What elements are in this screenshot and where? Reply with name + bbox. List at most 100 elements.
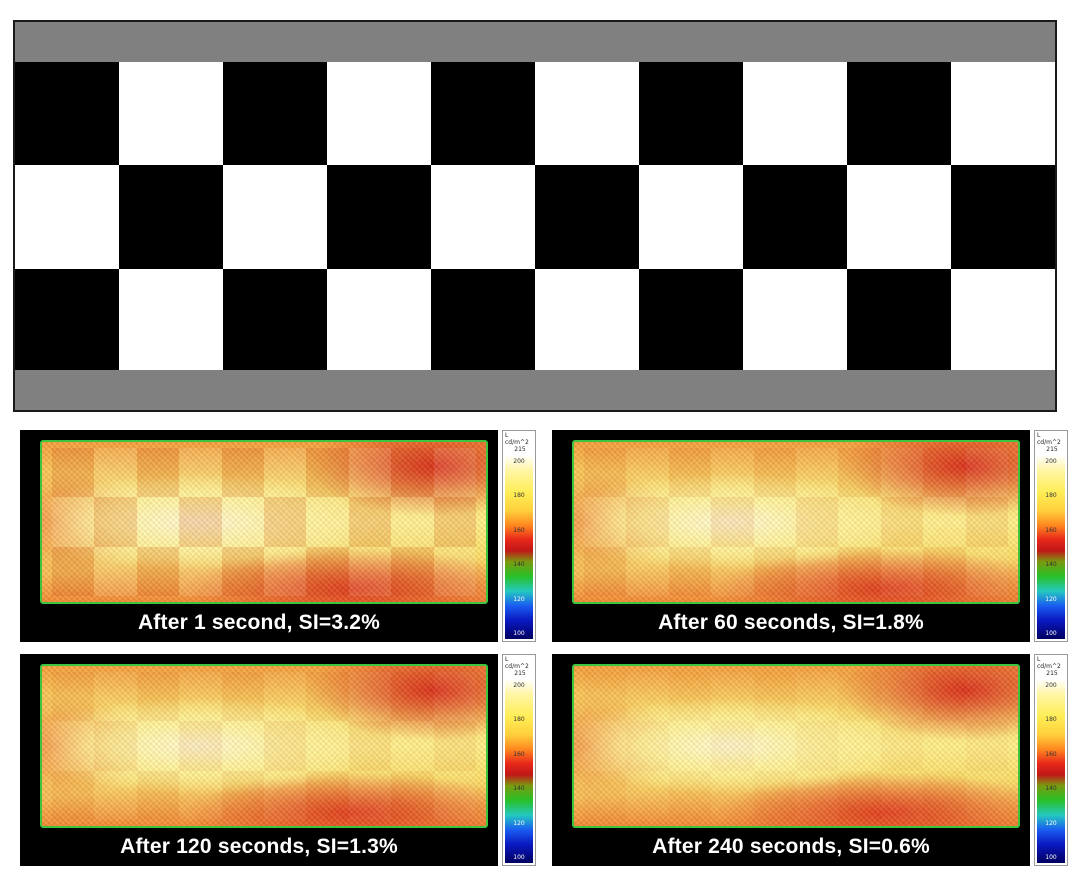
scale-tick-label: 100 bbox=[513, 854, 525, 861]
scale-tick-label: 200 bbox=[513, 682, 525, 689]
luminance-heatmap bbox=[572, 664, 1020, 828]
ghost-cell bbox=[179, 721, 222, 771]
panel-caption: After 60 seconds, SI=1.8% bbox=[658, 611, 924, 634]
checker-square-black bbox=[743, 165, 847, 269]
gray-band-bottom bbox=[15, 370, 1055, 410]
ghost-checker-image bbox=[52, 448, 476, 596]
checker-square-black bbox=[15, 268, 119, 372]
ghost-cell bbox=[136, 770, 180, 820]
ghost-cell bbox=[136, 672, 180, 722]
scale-max-label: 215 bbox=[1046, 670, 1058, 677]
ghost-cell bbox=[179, 497, 222, 547]
ghost-cell bbox=[880, 448, 924, 498]
scale-tick-label: 120 bbox=[513, 819, 525, 827]
checker-square-black bbox=[639, 268, 743, 372]
checker-square-black bbox=[431, 268, 535, 372]
scale-tick-label: 160 bbox=[513, 750, 525, 758]
ghost-cell bbox=[796, 497, 839, 547]
ghost-cell bbox=[668, 497, 712, 547]
checker-square-black bbox=[223, 268, 327, 372]
panel-caption: After 1 second, SI=3.2% bbox=[137, 611, 381, 634]
ghost-cell bbox=[348, 448, 392, 498]
ghost-cell bbox=[433, 770, 476, 820]
scale-unit-label: cd/m^2 bbox=[505, 663, 529, 670]
scale-tick-label: 180 bbox=[1045, 492, 1057, 500]
ghost-cell bbox=[306, 546, 349, 596]
panel-background: After 120 seconds, SI=1.3% bbox=[20, 654, 498, 866]
ghost-cell bbox=[221, 497, 264, 547]
checker-square-white bbox=[535, 268, 639, 372]
checker-square-black bbox=[431, 62, 535, 166]
ghost-cell bbox=[838, 546, 881, 596]
ghost-cell bbox=[711, 448, 754, 498]
ghost-cell bbox=[626, 546, 669, 596]
panel-caption: After 240 seconds, SI=0.6% bbox=[652, 835, 930, 858]
ghost-cell bbox=[221, 770, 264, 820]
luminance-panel-3: After 120 seconds, SI=1.3% L cd/m^2 215 … bbox=[20, 654, 548, 866]
checker-square-white bbox=[743, 62, 847, 166]
scale-max-label: 215 bbox=[514, 446, 526, 453]
ghost-cell bbox=[52, 672, 95, 722]
ghost-cell bbox=[306, 497, 349, 547]
scale-tick-label: 200 bbox=[1045, 458, 1057, 465]
luminance-heatmap bbox=[572, 440, 1020, 604]
checker-square-black bbox=[535, 165, 639, 269]
ghost-cell bbox=[433, 448, 476, 498]
ghost-cell bbox=[179, 770, 222, 820]
ghost-cell bbox=[753, 448, 796, 498]
scale-tick-label: 180 bbox=[1045, 716, 1057, 724]
checkerboard-test-pattern bbox=[13, 20, 1057, 412]
scale-quantity-label: L bbox=[1037, 656, 1041, 663]
scale-tick-label: 200 bbox=[1045, 682, 1057, 689]
ghost-cell bbox=[668, 448, 712, 498]
scale-tick-label: 140 bbox=[1045, 561, 1057, 569]
ghost-cell bbox=[584, 497, 627, 547]
ghost-cell bbox=[923, 546, 966, 596]
ghost-cell bbox=[136, 497, 180, 547]
ghost-cell bbox=[52, 497, 95, 547]
scale-tick-label: 160 bbox=[1045, 526, 1057, 534]
ghost-cell bbox=[880, 546, 924, 596]
ghost-checker-image bbox=[584, 448, 1008, 596]
ghost-cell bbox=[391, 770, 434, 820]
ghost-cell bbox=[221, 721, 264, 771]
checker-square-black bbox=[15, 62, 119, 166]
ghost-cell bbox=[348, 672, 392, 722]
ghost-cell bbox=[391, 672, 434, 722]
checker-square-white bbox=[639, 165, 743, 269]
ghost-cell bbox=[264, 497, 307, 547]
ghost-cell bbox=[306, 721, 349, 771]
scale-tick-label: 160 bbox=[513, 526, 525, 534]
scale-tick-label: 180 bbox=[513, 716, 525, 724]
checker-square-white bbox=[743, 268, 847, 372]
ghost-cell bbox=[94, 672, 137, 722]
ghost-cell bbox=[965, 546, 1008, 596]
ghost-cell bbox=[348, 497, 392, 547]
ghost-cell bbox=[94, 497, 137, 547]
scale-tick-label: 180 bbox=[513, 492, 525, 500]
checker-square-white bbox=[951, 62, 1055, 166]
scale-unit-label: cd/m^2 bbox=[505, 439, 529, 446]
ghost-cell bbox=[753, 497, 796, 547]
ghost-cell bbox=[94, 721, 137, 771]
ghost-cell bbox=[584, 546, 627, 596]
ghost-cell bbox=[753, 546, 796, 596]
scale-tick-label: 120 bbox=[1045, 819, 1057, 827]
checkerboard-grid bbox=[15, 62, 1055, 372]
ghost-cell bbox=[136, 721, 180, 771]
luminance-heatmap bbox=[40, 440, 488, 604]
checker-square-black bbox=[639, 62, 743, 166]
ghost-cell bbox=[433, 721, 476, 771]
checker-square-white bbox=[15, 165, 119, 269]
ghost-cell bbox=[221, 672, 264, 722]
scale-max-label: 215 bbox=[1046, 446, 1058, 453]
ghost-cell bbox=[626, 497, 669, 547]
color-scale-bar: 200 180 160 140 120 100 bbox=[505, 679, 533, 863]
ghost-cell bbox=[838, 497, 881, 547]
ghost-cell bbox=[711, 497, 754, 547]
scale-unit-label: cd/m^2 bbox=[1037, 663, 1061, 670]
ghost-cell bbox=[838, 448, 881, 498]
checker-square-white bbox=[951, 268, 1055, 372]
ghost-cell bbox=[626, 448, 669, 498]
